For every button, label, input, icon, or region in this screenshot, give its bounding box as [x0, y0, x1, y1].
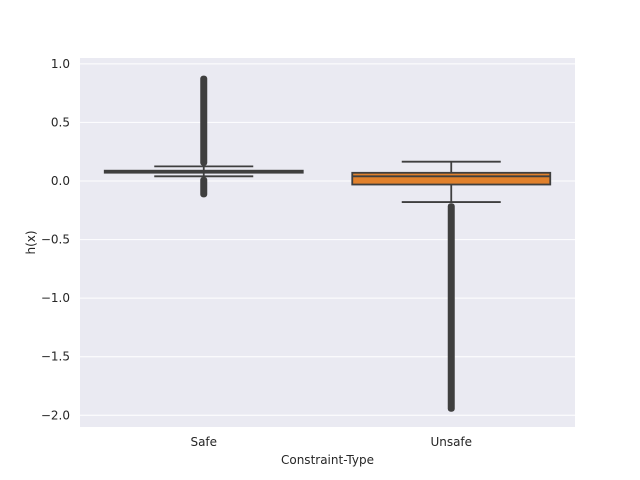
y-tick-label: 0.0 [51, 174, 70, 188]
y-tick-label: −0.5 [41, 233, 70, 247]
gridlines [80, 63, 575, 416]
y-tick-label: −1.5 [41, 350, 70, 364]
box-iqr [351, 171, 552, 186]
y-axis-label: h(x) [24, 230, 38, 254]
x-tick-label: Unsafe [430, 435, 472, 449]
y-tick-label: 1.0 [51, 57, 70, 71]
y-tick-labels: 1.0 0.5 0.0 −0.5 −1.0 −1.5 −2.0 [41, 57, 70, 422]
outliers-high [200, 75, 208, 166]
outliers-low [200, 176, 208, 198]
boxes-layer [103, 75, 552, 412]
plot-background [80, 58, 575, 427]
y-tick-label: −1.0 [41, 291, 70, 305]
x-tick-labels: Safe Unsafe [190, 435, 472, 449]
y-tick-label: 0.5 [51, 115, 70, 129]
y-tick-label: −2.0 [41, 408, 70, 422]
x-axis-label: Constraint-Type [281, 453, 374, 467]
outliers-low [447, 203, 455, 412]
x-tick-label: Safe [190, 435, 217, 449]
